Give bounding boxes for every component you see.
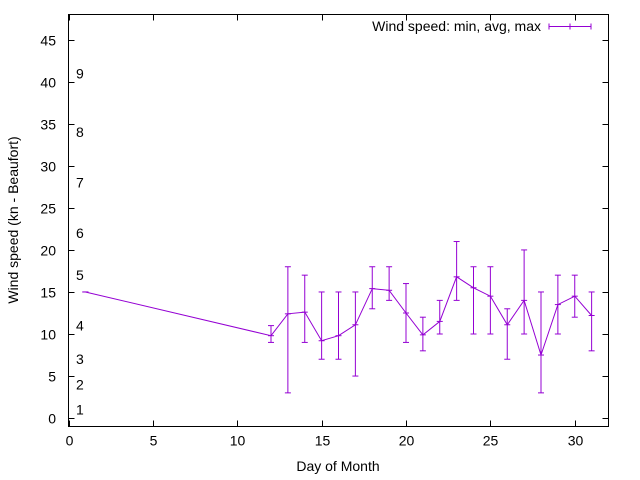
error-bar: [284, 266, 291, 394]
error-bar: [521, 249, 528, 335]
beaufort-label: 5: [76, 267, 84, 283]
y-tick-label: 35: [40, 117, 56, 133]
x-tick-label: 15: [315, 433, 331, 449]
plot-border: [68, 14, 609, 427]
error-bar: [301, 274, 308, 343]
beaufort-label: 9: [76, 65, 84, 81]
error-bar: [403, 283, 409, 343]
y-tick-label: 45: [40, 33, 56, 49]
y-tick-label: 0: [48, 411, 56, 427]
beaufort-label: 3: [76, 351, 84, 367]
x-tick-label: 10: [230, 433, 246, 449]
legend-label: Wind speed: min, avg, max: [372, 18, 541, 34]
y-tick-label: 15: [40, 285, 56, 301]
y-tick-label: 20: [40, 243, 56, 259]
y-tick-label: 10: [40, 327, 56, 343]
error-bar: [386, 266, 393, 301]
y-tick-label: 5: [48, 369, 56, 385]
axis-ticks: [68, 14, 609, 427]
error-bar: [419, 316, 426, 352]
error-bar: [538, 291, 544, 394]
error-bar: [369, 266, 376, 310]
error-bar: [487, 266, 494, 335]
beaufort-label: 8: [76, 124, 84, 140]
y-axis-label: Wind speed (kn - Beaufort): [5, 136, 21, 303]
x-tick-label: 5: [150, 433, 158, 449]
x-tick-label: 20: [399, 433, 415, 449]
beaufort-scale: 1 2 3 4 5 6 7 8 9: [76, 65, 84, 417]
error-bar: [571, 274, 578, 318]
y-tick-label: 25: [40, 201, 56, 217]
error-bar: [453, 241, 460, 301]
x-tick-label: 0: [66, 433, 74, 449]
beaufort-label: 2: [76, 376, 84, 392]
error-bar: [335, 291, 342, 360]
error-bar: [504, 308, 511, 360]
legend: Wind speed: min, avg, max: [372, 18, 592, 34]
y-tick-label: 30: [40, 159, 56, 175]
data-series: [82, 241, 595, 394]
error-bar: [588, 291, 595, 352]
beaufort-label: 1: [76, 402, 84, 418]
error-bar: [268, 325, 274, 343]
beaufort-label: 7: [76, 175, 84, 191]
beaufort-label: 6: [76, 225, 84, 241]
x-tick-label: 30: [568, 433, 584, 449]
x-axis-label: Day of Month: [296, 458, 379, 474]
error-bar: [554, 274, 561, 335]
error-bar: [436, 299, 443, 335]
error-bar: [318, 291, 325, 360]
y-tick-label: 40: [40, 75, 56, 91]
x-tick-label: 25: [483, 433, 499, 449]
error-bar: [470, 266, 477, 335]
error-bar: [352, 291, 359, 377]
legend-sample-line: [548, 23, 592, 30]
beaufort-label: 4: [76, 318, 84, 334]
